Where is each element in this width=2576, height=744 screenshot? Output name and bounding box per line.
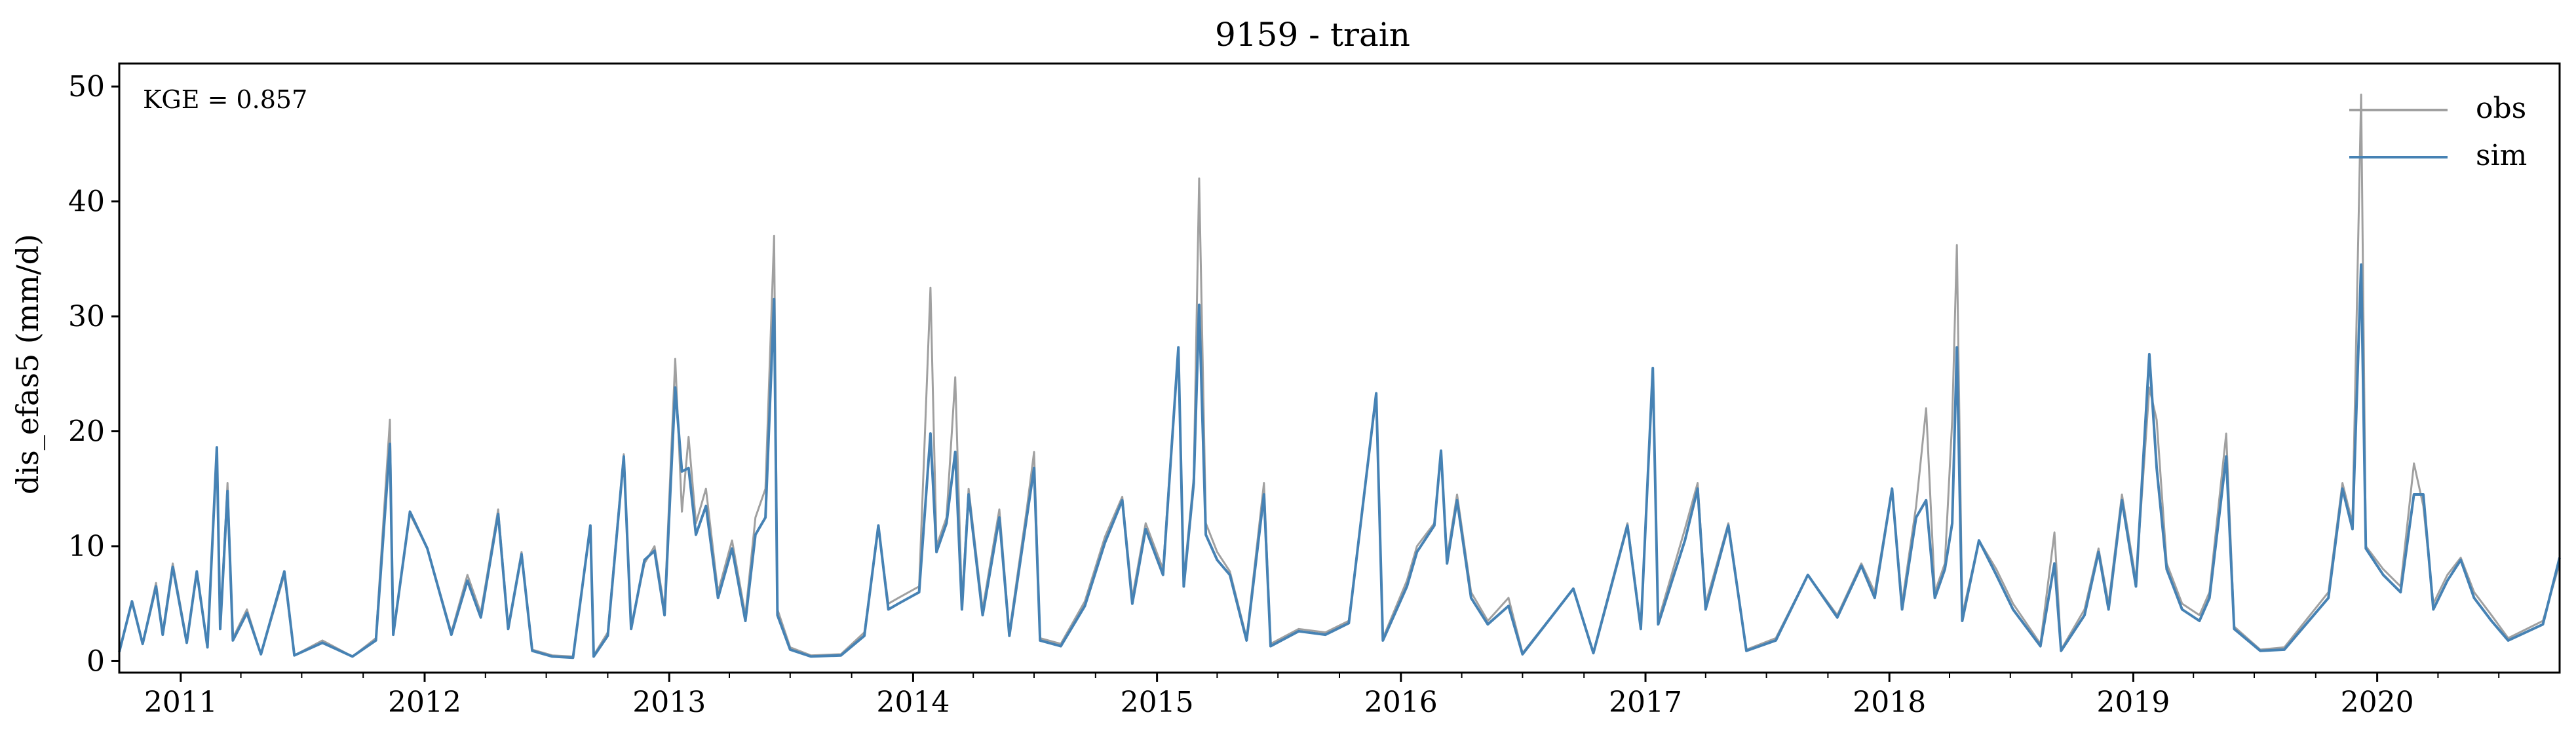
kge-annotation: KGE = 0.857: [143, 85, 307, 114]
x-tick-label: 2015: [1121, 686, 1194, 719]
axes-layer: 0 10 20 30 40 50 2011 2012 2013 2014 2015 2016 2017 2…: [68, 62, 2561, 719]
y-tick-label: 0: [87, 644, 105, 678]
y-tick-label: 20: [68, 415, 105, 449]
series-layer: [118, 93, 2561, 660]
series-line-sim: [118, 263, 2561, 660]
y-axis-label: dis_efas5 (mm/d): [10, 234, 45, 494]
y-tick-label: 50: [68, 70, 105, 103]
x-tick-label: 2020: [2341, 686, 2414, 719]
legend-label-sim: sim: [2476, 139, 2527, 172]
y-tick-label: 10: [68, 530, 105, 563]
y-tick-label: 30: [68, 300, 105, 333]
x-tick-label: 2017: [1609, 686, 1682, 719]
x-tick-label: 2011: [144, 686, 218, 719]
x-tick-label: 2018: [1853, 686, 1926, 719]
x-tick-label: 2019: [2096, 686, 2170, 719]
x-tick-label: 2016: [1364, 686, 1438, 719]
x-tick-label: 2014: [876, 686, 950, 719]
chart-title: 9159 - train: [1215, 16, 1410, 54]
plot-area: [118, 93, 2561, 660]
x-tick-label: 2013: [632, 686, 706, 719]
y-tick-label: 40: [68, 185, 105, 219]
legend: obs sim: [2349, 92, 2527, 172]
legend-label-obs: obs: [2476, 92, 2526, 125]
x-tick-label: 2012: [388, 686, 461, 719]
